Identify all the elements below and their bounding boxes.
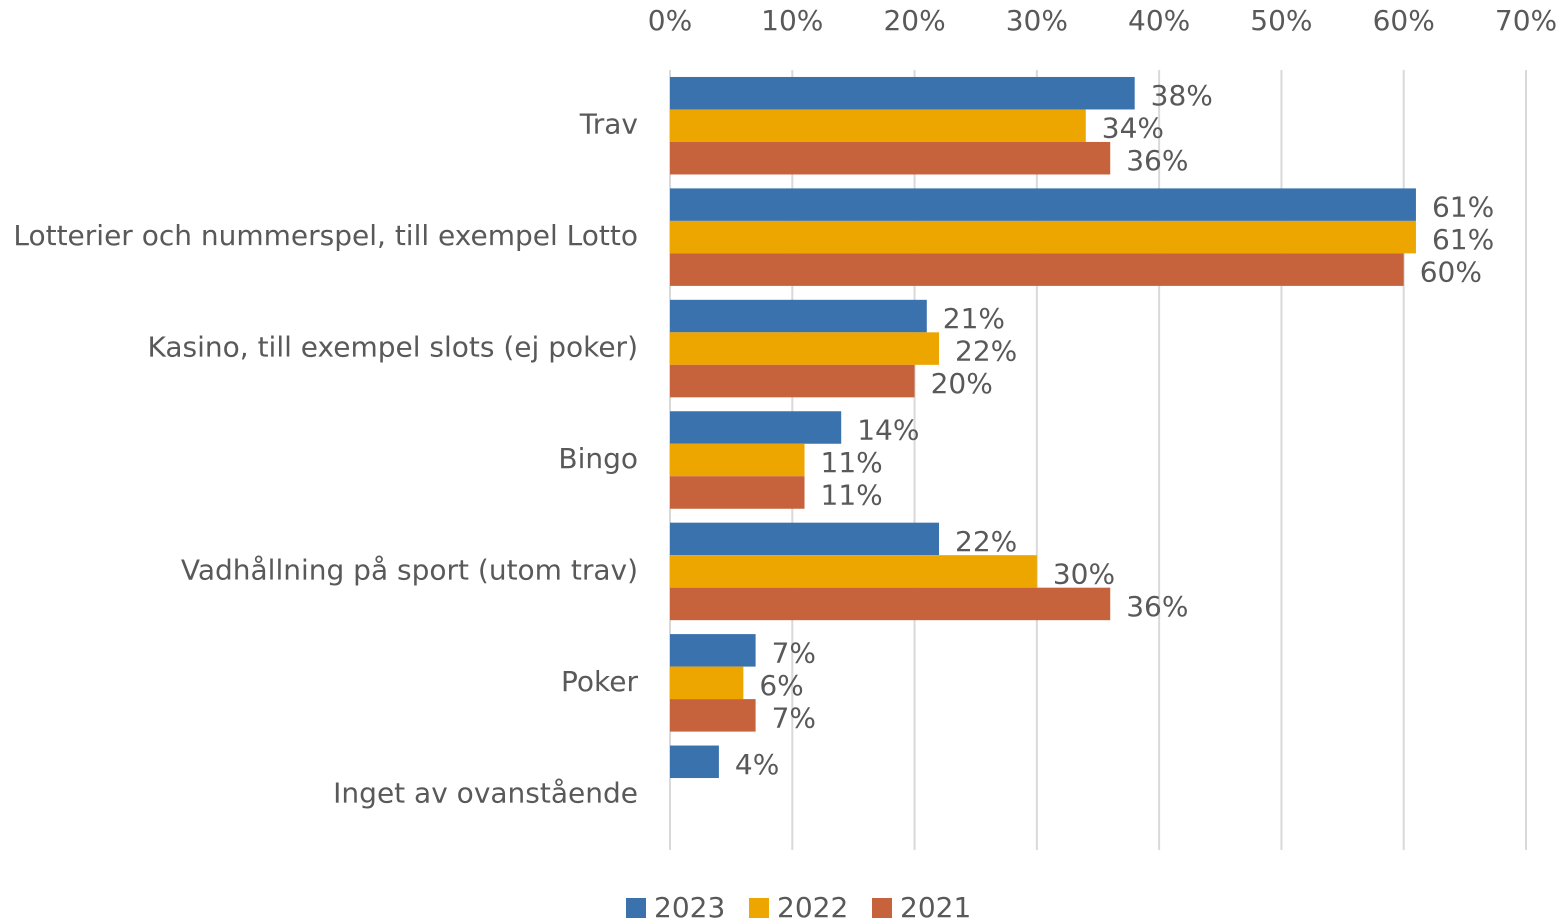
data-label: 61% xyxy=(1432,191,1494,224)
y-tick-label: Lotterier och nummerspel, till exempel L… xyxy=(13,219,638,252)
data-label: 4% xyxy=(735,748,779,781)
legend-swatch xyxy=(749,898,769,918)
data-label: 36% xyxy=(1126,590,1188,623)
bar xyxy=(670,745,719,779)
data-label: 22% xyxy=(955,335,1017,368)
data-label: 36% xyxy=(1126,144,1188,177)
x-tick-label: 20% xyxy=(883,4,945,37)
y-tick-label: Vadhållning på sport (utom trav) xyxy=(181,553,638,586)
y-tick-label: Bingo xyxy=(558,442,638,475)
y-tick-label: Trav xyxy=(579,108,638,141)
data-label: 22% xyxy=(955,525,1017,558)
data-label: 30% xyxy=(1053,557,1115,590)
legend-label: 2022 xyxy=(777,891,848,922)
data-label: 61% xyxy=(1432,223,1494,256)
bar xyxy=(670,443,805,477)
y-tick-label: Inget av ovanstående xyxy=(333,776,638,809)
data-label: 21% xyxy=(943,302,1005,335)
data-label: 60% xyxy=(1420,256,1482,289)
bar xyxy=(670,666,744,700)
data-label: 7% xyxy=(772,701,816,734)
data-label: 14% xyxy=(857,414,919,447)
bar xyxy=(670,411,842,444)
bar xyxy=(670,587,1111,621)
bar xyxy=(670,253,1404,286)
data-label: 11% xyxy=(821,446,883,479)
bar xyxy=(670,220,1416,254)
bar xyxy=(670,299,927,333)
x-tick-label: 50% xyxy=(1250,4,1312,37)
data-label: 6% xyxy=(759,669,803,702)
y-tick-label: Kasino, till exempel slots (ej poker) xyxy=(148,331,639,364)
bar xyxy=(670,141,1111,175)
bar xyxy=(670,364,915,398)
x-tick-label: 0% xyxy=(648,4,692,37)
data-label: 38% xyxy=(1151,79,1213,112)
data-label: 7% xyxy=(772,636,816,669)
bar xyxy=(670,634,756,667)
bar xyxy=(670,109,1086,142)
x-tick-label: 10% xyxy=(761,4,823,37)
x-tick-label: 40% xyxy=(1128,4,1190,37)
legend-swatch xyxy=(872,898,892,918)
legend-swatch xyxy=(626,898,646,918)
bar xyxy=(670,332,940,365)
bar xyxy=(670,555,1037,588)
bar xyxy=(670,699,756,732)
bar xyxy=(670,522,940,556)
legend-label: 2023 xyxy=(654,891,725,922)
x-tick-label: 60% xyxy=(1373,4,1435,37)
legend-label: 2021 xyxy=(900,891,971,922)
x-tick-label: 30% xyxy=(1006,4,1068,37)
y-tick-label: Poker xyxy=(561,665,638,698)
bar xyxy=(670,76,1135,110)
x-tick-label: 70% xyxy=(1495,4,1557,37)
bar xyxy=(670,188,1416,221)
bar xyxy=(670,476,805,509)
data-label: 20% xyxy=(931,367,993,400)
data-label: 34% xyxy=(1102,112,1164,145)
data-label: 11% xyxy=(821,479,883,512)
